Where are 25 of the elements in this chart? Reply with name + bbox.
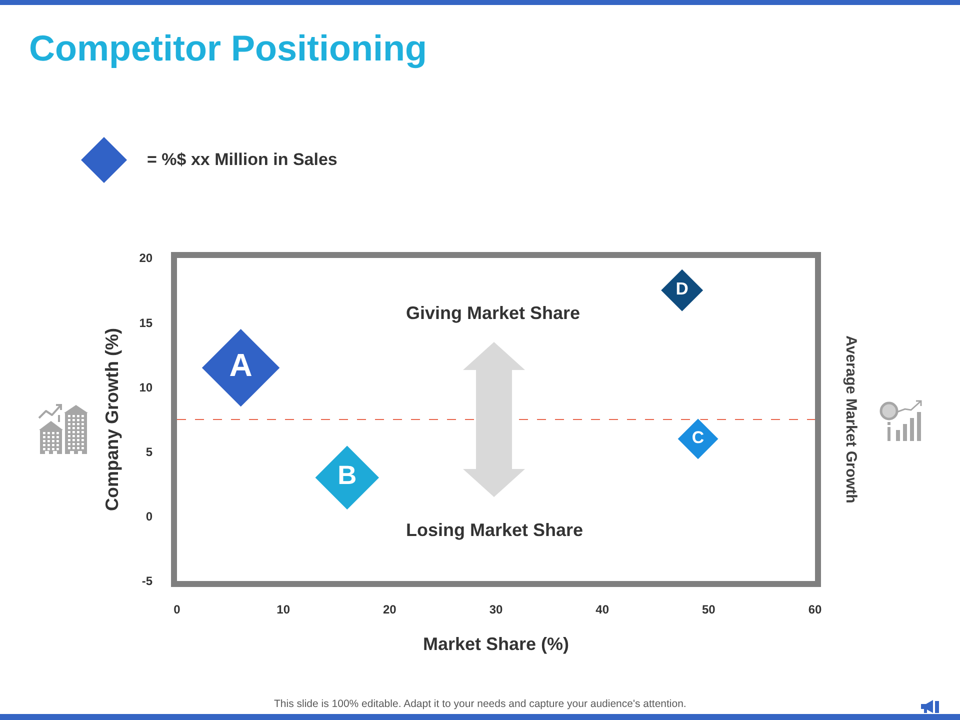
y-tick-label: 20 bbox=[139, 251, 153, 266]
x-axis-title: Market Share (%) bbox=[422, 634, 570, 654]
y-axis-title: Company Growth (%) bbox=[102, 328, 122, 511]
annotation: Giving Market Share bbox=[406, 303, 580, 323]
y-tick-label: 15 bbox=[139, 316, 153, 330]
x-tick-label: 10 bbox=[276, 602, 290, 616]
x-tick-label: 40 bbox=[596, 602, 610, 616]
series-label: C bbox=[692, 428, 704, 448]
y-tick-label: 10 bbox=[139, 380, 153, 394]
y-tick-label: 0 bbox=[146, 510, 153, 524]
x-tick-label: 20 bbox=[382, 602, 397, 616]
ref-line-label: Average Market Growth bbox=[842, 336, 860, 504]
x-tick-label: 60 bbox=[808, 602, 822, 616]
text: This slide is 100% editable. Adapt it to your needs and capture your audience's attention. bbox=[274, 698, 686, 710]
x-tick-label: 50 bbox=[702, 602, 716, 616]
text: = %$ xx Million in Sales bbox=[147, 150, 338, 169]
y-tick-label: 5 bbox=[146, 445, 153, 459]
series-label: B bbox=[338, 460, 357, 490]
x-tick-label: 0 bbox=[174, 602, 181, 616]
y-tick-label: -5 bbox=[142, 574, 153, 588]
series-label: A bbox=[229, 346, 252, 383]
annotation: Losing Market Share bbox=[406, 520, 584, 540]
x-tick-label: 30 bbox=[489, 602, 503, 616]
series-label: D bbox=[676, 278, 688, 299]
chart-title: Competitor Positioning bbox=[29, 28, 427, 69]
